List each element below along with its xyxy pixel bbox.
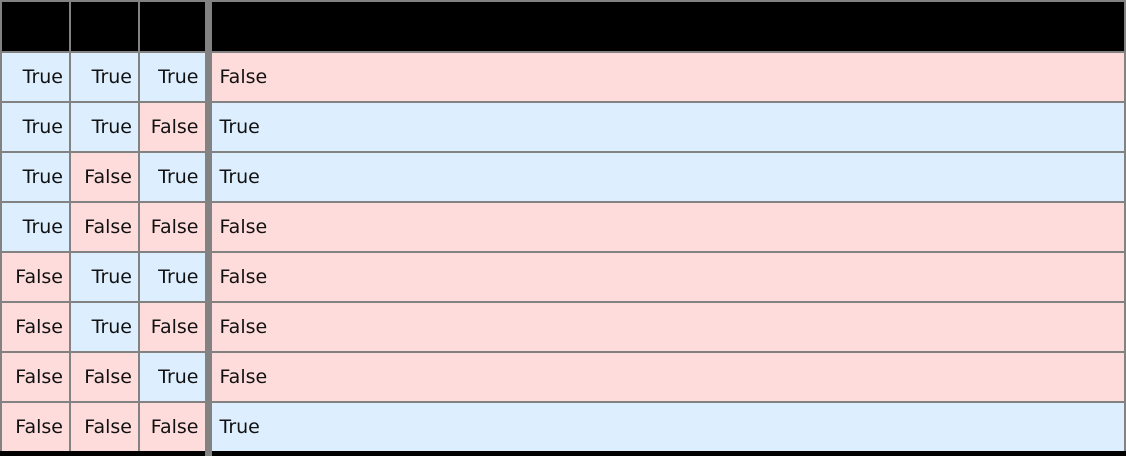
table-row: False False False True (0, 401, 1126, 456)
input-cell-2: False (69, 201, 140, 253)
table-body: True True True False True True False Tru… (0, 51, 1126, 456)
input-cell-1: False (0, 251, 71, 303)
table-row: False False True False (0, 351, 1126, 403)
output-cell: False (204, 251, 1126, 303)
input-cell-2: True (69, 101, 140, 153)
input-cell-3: False (138, 401, 209, 456)
input-cell-3: True (138, 351, 209, 403)
input-cell-3: True (138, 51, 209, 103)
output-cell: True (204, 151, 1126, 203)
output-cell: False (204, 51, 1126, 103)
output-cell: False (204, 301, 1126, 353)
input-cell-1: True (0, 151, 71, 203)
header-cell-input-3 (138, 0, 209, 53)
input-cell-3: True (138, 251, 209, 303)
table-header (0, 0, 1126, 53)
output-cell: False (204, 201, 1126, 253)
output-cell: True (204, 101, 1126, 153)
header-cell-input-2 (69, 0, 140, 53)
table-row: True True True False (0, 51, 1126, 103)
input-cell-2: True (69, 251, 140, 303)
input-cell-1: False (0, 351, 71, 403)
input-cell-3: True (138, 151, 209, 203)
table-row: True False True True (0, 151, 1126, 203)
output-cell: False (204, 351, 1126, 403)
input-cell-2: True (69, 301, 140, 353)
input-cell-3: False (138, 101, 209, 153)
input-cell-2: False (69, 401, 140, 456)
table-row: False True True False (0, 251, 1126, 303)
table-row: True False False False (0, 201, 1126, 253)
input-cell-3: False (138, 301, 209, 353)
input-cell-1: False (0, 301, 71, 353)
input-cell-2: False (69, 351, 140, 403)
input-cell-1: True (0, 51, 71, 103)
input-cell-1: False (0, 401, 71, 456)
input-cell-1: True (0, 101, 71, 153)
input-cell-3: False (138, 201, 209, 253)
table-row: True True False True (0, 101, 1126, 153)
header-row (0, 0, 1126, 53)
header-cell-input-1 (0, 0, 71, 53)
table-row: False True False False (0, 301, 1126, 353)
input-cell-2: False (69, 151, 140, 203)
input-cell-2: True (69, 51, 140, 103)
output-cell: True (204, 401, 1126, 456)
header-cell-output (204, 0, 1126, 53)
input-cell-1: True (0, 201, 71, 253)
